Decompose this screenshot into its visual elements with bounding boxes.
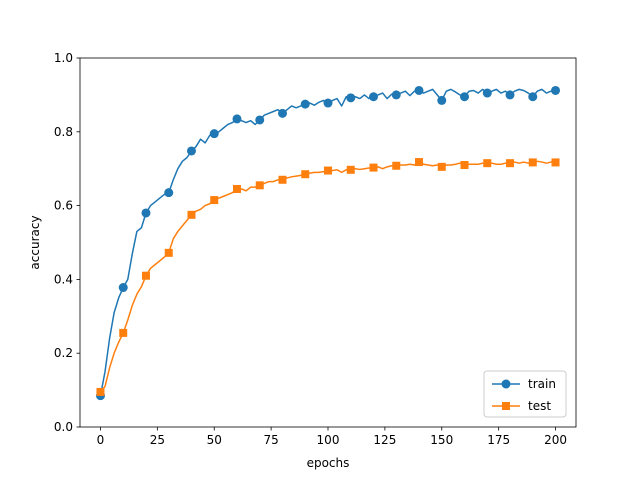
data-point-test (210, 196, 219, 205)
legend-marker-test (502, 402, 510, 410)
data-point-test (528, 158, 537, 167)
data-point-train (186, 146, 196, 156)
data-point-test (346, 165, 355, 174)
data-point-train (414, 85, 424, 95)
data-point-train (437, 95, 447, 105)
y-tick-label: 0.0 (54, 420, 73, 434)
data-point-test (551, 158, 560, 167)
legend-label-train: train (528, 377, 556, 391)
axes-layer: 0 25 50 75 100 125 150 175 200 0.0 0.2 0.4 0.6 0.8 1.0… (28, 51, 577, 470)
x-axis-label: epochs (307, 456, 350, 470)
y-axis-label: accuracy (28, 215, 42, 269)
data-point-test (301, 170, 310, 179)
y-tick-label: 0.4 (54, 272, 73, 286)
data-point-train (369, 92, 379, 102)
data-point-test (483, 159, 492, 168)
data-point-test (369, 163, 378, 172)
data-point-train (482, 88, 492, 98)
data-point-train (118, 283, 128, 293)
data-point-train (164, 188, 174, 198)
x-tick-label: 0 (97, 433, 105, 447)
x-tick-label: 25 (150, 433, 165, 447)
x-tick-label: 150 (430, 433, 453, 447)
data-point-train (528, 92, 538, 102)
data-point-test (415, 158, 424, 167)
data-point-test (278, 175, 287, 184)
x-tick-label: 175 (487, 433, 510, 447)
x-tick-label: 125 (373, 433, 396, 447)
series-train (95, 85, 561, 401)
x-tick-label: 100 (317, 433, 340, 447)
y-tick-label: 0.2 (54, 346, 73, 360)
data-point-test (96, 387, 105, 396)
data-point-test (141, 271, 150, 280)
legend-marker-train (501, 379, 511, 389)
legend-label-test: test (528, 399, 551, 413)
data-point-train (391, 90, 401, 100)
data-point-test (232, 184, 241, 193)
legend-entry-train: train (492, 377, 556, 391)
data-point-train (323, 98, 333, 108)
data-point-test (255, 181, 264, 190)
data-point-train (141, 208, 151, 218)
y-tick-label: 1.0 (54, 51, 73, 65)
data-point-train (209, 129, 219, 139)
data-point-test (460, 161, 469, 170)
data-point-train (255, 115, 265, 125)
data-point-train (300, 99, 310, 109)
data-point-test (187, 210, 196, 219)
data-point-train (346, 93, 356, 103)
legend: train test (483, 370, 567, 418)
data-point-train (551, 85, 561, 95)
x-tick-label: 50 (207, 433, 222, 447)
x-tick-label: 200 (544, 433, 567, 447)
data-point-test (506, 159, 515, 168)
data-point-test (392, 161, 401, 170)
legend-entry-test: test (492, 399, 551, 413)
y-tick-label: 0.6 (54, 199, 73, 213)
x-tick-label: 75 (263, 433, 278, 447)
data-point-train (505, 90, 515, 100)
data-point-test (324, 166, 332, 175)
data-point-train (277, 108, 287, 118)
series-test (96, 158, 560, 396)
data-point-train (460, 92, 470, 102)
data-point-test (119, 328, 128, 337)
data-point-test (164, 248, 173, 257)
y-tick-label: 0.8 (54, 125, 73, 139)
data-point-test (437, 162, 446, 171)
series-layer (95, 85, 561, 401)
data-point-train (232, 114, 242, 124)
